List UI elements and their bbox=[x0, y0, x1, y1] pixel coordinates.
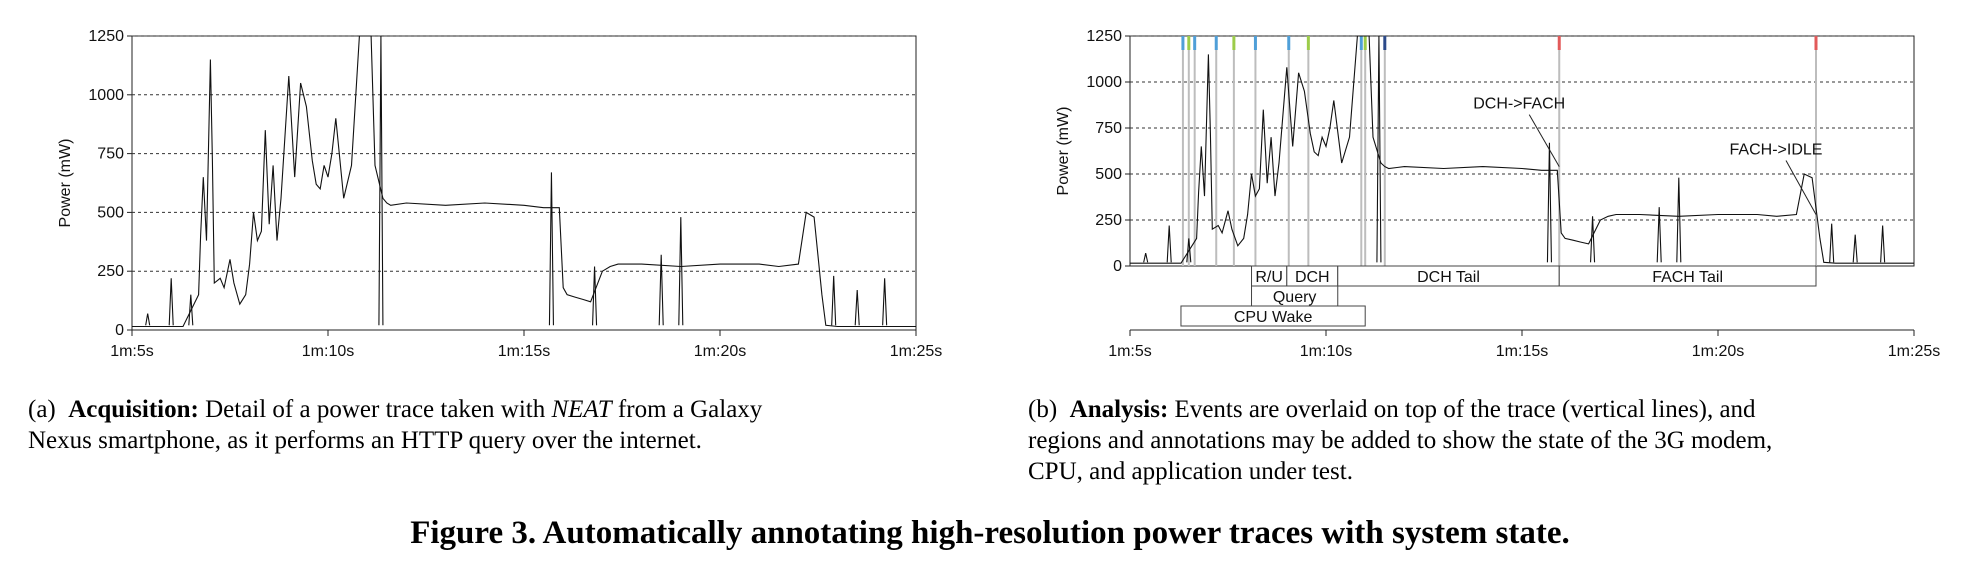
y-tick-label: 1000 bbox=[1086, 74, 1122, 91]
event-marker bbox=[1232, 36, 1236, 50]
event-marker bbox=[1557, 36, 1561, 50]
annotation-leader bbox=[1785, 160, 1817, 215]
annotation-label: FACH->IDLE bbox=[1730, 141, 1823, 158]
power-spike bbox=[378, 35, 384, 326]
power-spike bbox=[882, 278, 888, 326]
caption-b-line2: regions and annotations may be added to … bbox=[1028, 427, 1773, 454]
power-spike bbox=[1143, 253, 1149, 263]
power-spike bbox=[1166, 225, 1172, 263]
figure-title: Figure 3. Automatically annotating high-… bbox=[410, 515, 1570, 551]
event-marker bbox=[1187, 36, 1191, 50]
x-tick-label: 1m:10s bbox=[302, 343, 354, 360]
power-spike bbox=[658, 254, 664, 326]
power-spike bbox=[831, 275, 837, 326]
event-marker bbox=[1814, 36, 1818, 50]
y-tick-label: 750 bbox=[97, 146, 124, 163]
y-tick-label: 500 bbox=[1095, 166, 1122, 183]
x-tick-label: 1m:10s bbox=[1300, 343, 1352, 360]
power-spike bbox=[1852, 234, 1858, 263]
x-tick-label: 1m:5s bbox=[110, 343, 154, 360]
power-spike bbox=[145, 313, 151, 326]
caption-a-pre: Detail of a power trace taken with bbox=[205, 396, 546, 423]
y-tick-label: 1250 bbox=[1086, 28, 1122, 45]
y-tick-label: 1000 bbox=[88, 87, 124, 104]
y-tick-label: 250 bbox=[97, 263, 124, 280]
x-tick-label: 1m:25s bbox=[890, 343, 942, 360]
power-spike bbox=[188, 294, 194, 326]
x-tick-label: 1m:20s bbox=[1692, 343, 1744, 360]
caption-a-bold: Acquisition: bbox=[68, 396, 199, 423]
state-region-label: CPU Wake bbox=[1234, 309, 1313, 326]
state-region-label: FACH Tail bbox=[1652, 269, 1723, 286]
power-spike bbox=[1546, 142, 1552, 263]
chart-acquisition: 0 250 500 750 1000 1250 1m:5s 1m:10s 1m:15s 1m:20… bbox=[57, 28, 942, 360]
caption-b-prefix: (b) bbox=[1028, 396, 1058, 423]
y-axis-label: Power (mW) bbox=[57, 139, 74, 228]
state-region-label: R/U bbox=[1255, 269, 1283, 286]
x-tick-label: 1m:20s bbox=[694, 343, 746, 360]
event-marker bbox=[1193, 36, 1197, 50]
annotation-leader bbox=[1528, 114, 1560, 167]
caption-b-line3: CPU, and application under test. bbox=[1028, 458, 1353, 485]
power-spike bbox=[548, 172, 554, 326]
power-spike bbox=[1590, 216, 1596, 263]
power-trace bbox=[1130, 35, 1914, 264]
y-axis-label: Power (mW) bbox=[1055, 107, 1072, 196]
event-marker bbox=[1383, 36, 1387, 50]
plot-frame bbox=[131, 35, 917, 331]
caption-a-prefix: (a) bbox=[28, 396, 56, 423]
state-region-label: DCH Tail bbox=[1417, 269, 1480, 286]
x-tick-label: 1m:15s bbox=[498, 343, 550, 360]
power-spike bbox=[1376, 35, 1382, 263]
power-spike bbox=[678, 217, 684, 326]
state-region-label: DCH bbox=[1295, 269, 1330, 286]
caption-a-line2: Nexus smartphone, as it performs an HTTP… bbox=[28, 427, 702, 454]
chart-analysis: 0 250 500 750 1000 1250 1m:5s 1m:10s 1m:15s 1m:20… bbox=[1055, 28, 1940, 360]
power-spike bbox=[1186, 238, 1192, 263]
state-region bbox=[1180, 305, 1366, 327]
power-spike bbox=[1829, 223, 1835, 263]
event-marker bbox=[1214, 36, 1218, 50]
annotation-label: DCH->FACH bbox=[1473, 96, 1565, 113]
power-spike bbox=[1656, 207, 1662, 263]
power-spike bbox=[1880, 225, 1886, 263]
y-tick-label: 500 bbox=[97, 204, 124, 221]
y-tick-label: 1250 bbox=[88, 28, 124, 45]
event-marker bbox=[1363, 36, 1367, 50]
caption-b-line1: Events are overlaid on top of the trace … bbox=[1174, 396, 1756, 423]
y-tick-label: 0 bbox=[1113, 258, 1122, 275]
power-spike bbox=[1676, 177, 1682, 263]
caption-b-bold: Analysis: bbox=[1069, 396, 1169, 423]
event-marker bbox=[1306, 36, 1310, 50]
x-tick-label: 1m:5s bbox=[1108, 343, 1152, 360]
caption-b: (b) Analysis: Events are overlaid on top… bbox=[1028, 394, 1968, 487]
event-marker bbox=[1253, 36, 1257, 50]
state-region bbox=[1558, 265, 1817, 287]
event-marker bbox=[1287, 36, 1291, 50]
power-spike bbox=[168, 278, 174, 326]
x-tick-label: 1m:15s bbox=[1496, 343, 1548, 360]
caption-a: (a) Acquisition: Detail of a power trace… bbox=[28, 394, 988, 456]
y-tick-label: 750 bbox=[1095, 120, 1122, 137]
y-tick-label: 250 bbox=[1095, 212, 1122, 229]
power-spike bbox=[592, 266, 598, 326]
x-tick-label: 1m:25s bbox=[1888, 343, 1940, 360]
caption-a-em: NEAT bbox=[551, 396, 612, 423]
event-marker bbox=[1359, 36, 1363, 50]
state-region-label: Query bbox=[1273, 289, 1317, 306]
power-trace bbox=[132, 35, 916, 328]
event-marker bbox=[1181, 36, 1185, 50]
caption-a-line1-end: from a Galaxy bbox=[617, 396, 763, 423]
y-tick-label: 0 bbox=[115, 322, 124, 339]
power-spike bbox=[854, 289, 860, 326]
